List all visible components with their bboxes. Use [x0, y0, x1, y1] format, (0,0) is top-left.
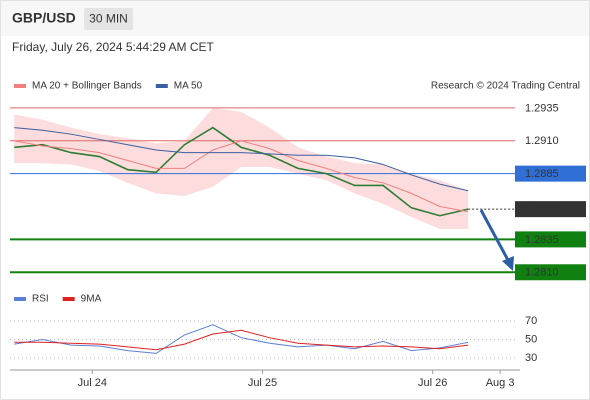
x-tick-label: Jul 26 — [418, 377, 447, 389]
level-tag — [515, 231, 586, 248]
bollinger-band — [14, 107, 469, 229]
level-label: 1.2835 — [525, 234, 559, 246]
y-tick-label: 70 — [525, 315, 537, 327]
interval-label[interactable]: 30 MIN — [89, 12, 128, 26]
legend-swatch — [62, 297, 75, 301]
level-label: 1.2885 — [525, 168, 559, 180]
price-line — [14, 126, 469, 217]
symbol: GBP/USD — [12, 10, 76, 26]
source: Research © 2024 Trading Central — [431, 81, 580, 92]
legend-label: MA 20 + Bollinger Bands — [32, 81, 142, 92]
level-tag — [515, 165, 586, 182]
level-label: 1.2910 — [525, 135, 559, 147]
level-tag — [515, 264, 586, 281]
indicator-line — [14, 127, 469, 192]
interval-button[interactable] — [84, 8, 133, 30]
level-label: 1.2935 — [525, 102, 559, 114]
legend-swatch — [14, 84, 26, 88]
x-tick-label: Jul 24 — [78, 377, 107, 389]
legend-swatch — [14, 297, 26, 301]
legend-label: 9MA — [81, 294, 102, 305]
indicator-line — [14, 140, 469, 213]
x-tick-label: Jul 25 — [248, 377, 277, 389]
timestamp: Friday, July 26, 2024 5:44:29 AM CET — [12, 40, 215, 54]
level-tag — [515, 201, 586, 218]
forecast-arrow — [479, 209, 511, 263]
forecast-arrowhead — [502, 256, 514, 271]
y-tick-label: 30 — [525, 352, 537, 364]
legend-swatch — [155, 84, 168, 88]
level-label: 1.2810 — [525, 267, 559, 279]
level-label: 1.2858 — [525, 204, 559, 216]
indicator-line — [14, 329, 469, 351]
y-tick-label: 50 — [525, 333, 537, 345]
x-tick-label: Aug 3 — [486, 377, 515, 389]
legend-label: RSI — [32, 294, 49, 305]
legend-label: MA 50 — [174, 81, 203, 92]
indicator-line — [14, 324, 469, 354]
